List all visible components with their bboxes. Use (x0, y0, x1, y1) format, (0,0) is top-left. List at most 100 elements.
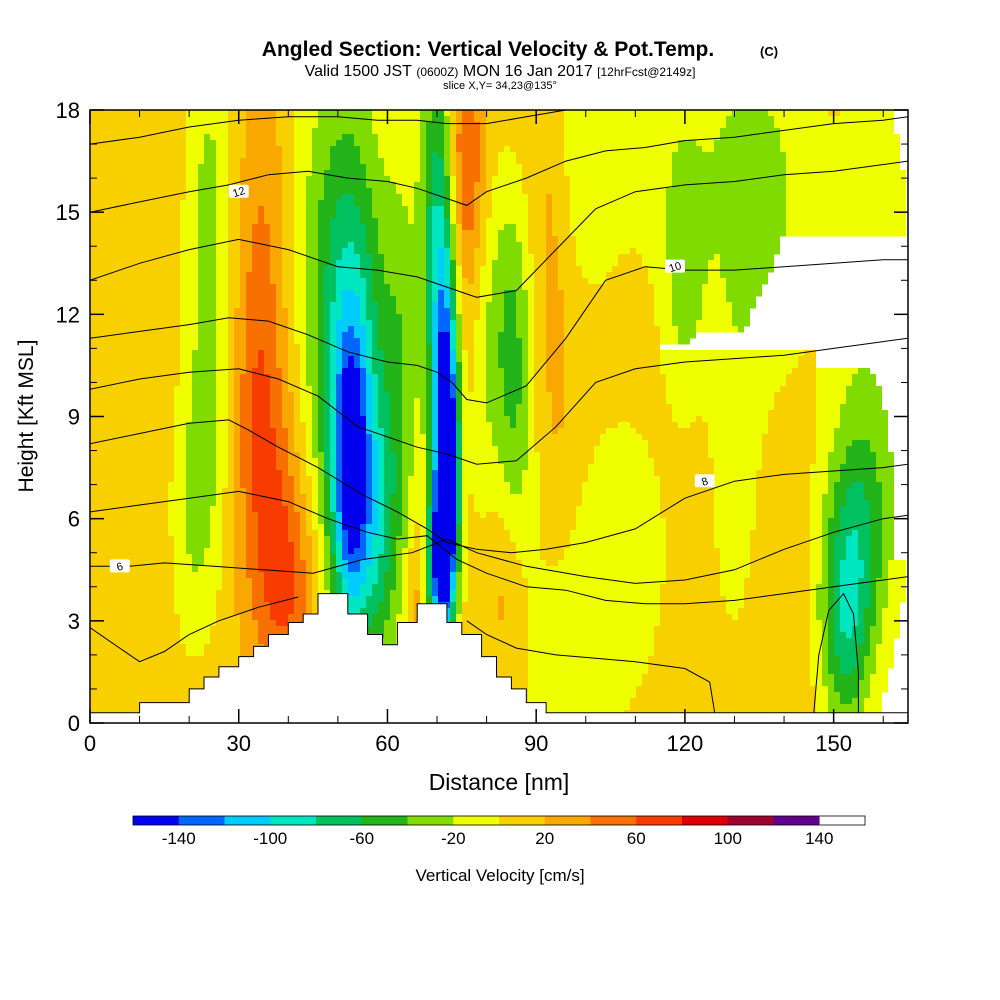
heatmap-cell (516, 326, 528, 333)
heatmap-cell (720, 572, 750, 579)
heatmap-cell (216, 314, 228, 321)
heatmap-cell (450, 182, 456, 189)
heatmap-cell (390, 548, 396, 555)
heatmap-cell (810, 596, 816, 603)
heatmap-cell (246, 284, 276, 291)
heatmap-cell (342, 350, 360, 357)
heatmap-cell (672, 164, 786, 171)
heatmap-cell (738, 608, 810, 615)
heatmap-cell (246, 356, 258, 363)
heatmap-cell (330, 248, 342, 255)
heatmap-cell (270, 248, 282, 255)
heatmap-cell (336, 386, 342, 393)
heatmap-cell (420, 578, 426, 585)
heatmap-cell (468, 536, 510, 543)
heatmap-cell (456, 386, 462, 393)
heatmap-cell (90, 176, 186, 183)
heatmap-cell (246, 350, 258, 357)
heatmap-cell (438, 416, 456, 423)
heatmap-cell (90, 152, 186, 159)
heatmap-cell (390, 176, 420, 183)
heatmap-cell (666, 530, 714, 537)
heatmap-cell (456, 416, 462, 423)
heatmap-cell (522, 254, 534, 261)
heatmap-cell (462, 572, 468, 579)
heatmap-cell (432, 422, 438, 429)
heatmap-cell (318, 368, 324, 375)
heatmap-cell (336, 422, 342, 429)
heatmap-cell (378, 554, 390, 561)
heatmap-cell (318, 224, 330, 231)
heatmap-cell (564, 392, 666, 399)
heatmap-cell (660, 614, 732, 621)
heatmap-cell (792, 368, 816, 375)
heatmap-cell (354, 248, 366, 255)
heatmap-cell (318, 248, 330, 255)
heatmap-cell (522, 248, 528, 255)
heatmap-cell (342, 368, 360, 375)
heatmap-cell (660, 584, 720, 591)
heatmap-cell (306, 602, 312, 609)
heatmap-cell (192, 416, 216, 423)
heatmap-cell (90, 392, 174, 399)
heatmap-cell (342, 314, 360, 321)
heatmap-cell (294, 134, 312, 141)
heatmap-cell (654, 284, 672, 291)
heatmap-cell (666, 194, 786, 201)
heatmap-cell (276, 134, 294, 141)
heatmap-cell (546, 326, 564, 333)
heatmap-cell (834, 632, 846, 639)
heatmap-cell (324, 410, 330, 417)
heatmap-cell (462, 422, 492, 429)
heatmap-cell (648, 656, 810, 663)
heatmap-cell (318, 530, 324, 537)
heatmap-cell (846, 386, 882, 393)
heatmap-cell (216, 476, 228, 483)
heatmap-cell (834, 620, 840, 627)
heatmap-cell (462, 554, 468, 561)
heatmap-cell (294, 182, 306, 189)
heatmap-cell (702, 302, 732, 309)
heatmap-cell (498, 446, 528, 453)
heatmap-cell (234, 584, 252, 591)
heatmap-cell (486, 170, 498, 177)
heatmap-cell (714, 494, 756, 501)
heatmap-cell (384, 620, 396, 627)
heatmap-cell (252, 446, 276, 453)
heatmap-cell (372, 410, 378, 417)
heatmap-cell (186, 518, 210, 525)
heatmap-cell (318, 314, 324, 321)
heatmap-cell (720, 134, 780, 141)
heatmap-cell (372, 614, 390, 621)
colorbar-swatch (224, 816, 271, 825)
heatmap-cell (318, 428, 324, 435)
heatmap-cell (90, 572, 174, 579)
heatmap-cell (324, 554, 330, 561)
heatmap-cell (186, 158, 204, 165)
heatmap-cell (336, 464, 342, 471)
heatmap-cell (270, 242, 282, 249)
heatmap-cell (456, 194, 462, 201)
heatmap-cell (534, 302, 546, 309)
heatmap-cell (318, 464, 324, 471)
heatmap-cell (240, 260, 252, 267)
heatmap-cell (222, 554, 234, 561)
heatmap-cell (252, 224, 270, 231)
heatmap-cell (324, 374, 330, 381)
heatmap-cell (324, 386, 330, 393)
heatmap-cell (654, 314, 672, 321)
heatmap-cell (174, 392, 192, 399)
heatmap-cell (450, 134, 456, 141)
heatmap-cell (228, 386, 234, 393)
heatmap-cell (528, 200, 546, 207)
heatmap-cell (672, 314, 702, 321)
heatmap-cell (858, 662, 864, 669)
heatmap-cell (294, 494, 306, 501)
heatmap-cell (318, 350, 324, 357)
heatmap-cell (702, 296, 726, 303)
heatmap-cell (372, 512, 378, 519)
heatmap-cell (306, 494, 312, 501)
heatmap-cell (390, 590, 402, 597)
heatmap-cell (402, 458, 414, 465)
heatmap-cell (528, 596, 660, 603)
